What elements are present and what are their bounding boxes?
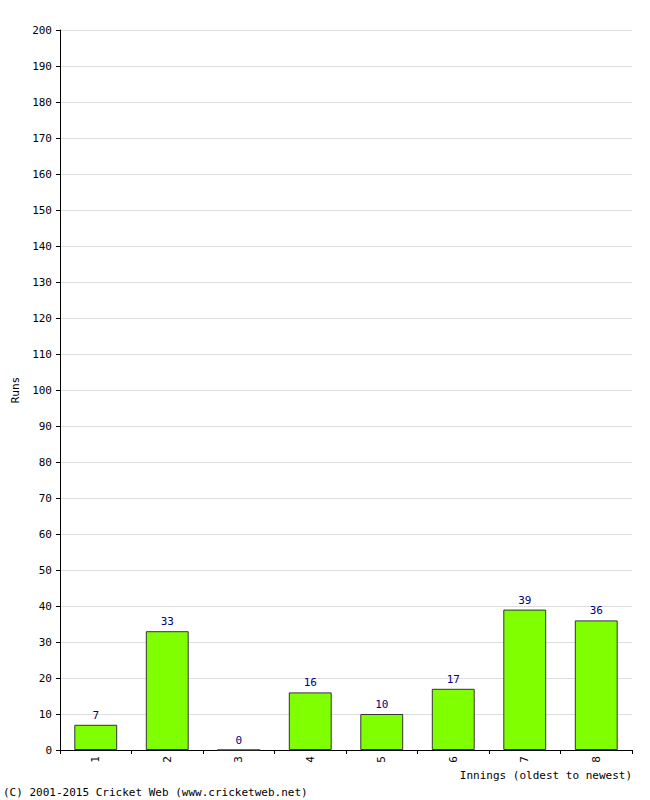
svg-text:50: 50 [39, 564, 52, 577]
svg-text:7: 7 [518, 756, 531, 763]
svg-text:80: 80 [39, 456, 52, 469]
svg-text:6: 6 [447, 756, 460, 763]
svg-text:30: 30 [39, 636, 52, 649]
svg-text:5: 5 [375, 756, 388, 763]
svg-text:4: 4 [304, 756, 317, 763]
svg-text:120: 120 [32, 312, 52, 325]
svg-text:(C) 2001-2015 Cricket Web (www: (C) 2001-2015 Cricket Web (www.cricketwe… [3, 786, 308, 799]
svg-text:190: 190 [32, 60, 52, 73]
svg-text:60: 60 [39, 528, 52, 541]
svg-text:200: 200 [32, 24, 52, 37]
svg-text:10: 10 [39, 708, 52, 721]
svg-text:110: 110 [32, 348, 52, 361]
svg-text:Innings (oldest to newest): Innings (oldest to newest) [460, 769, 632, 782]
svg-text:33: 33 [161, 615, 174, 628]
svg-text:90: 90 [39, 420, 52, 433]
svg-text:130: 130 [32, 276, 52, 289]
svg-text:0: 0 [45, 744, 52, 757]
svg-text:180: 180 [32, 96, 52, 109]
svg-text:16: 16 [304, 676, 317, 689]
svg-text:0: 0 [235, 734, 242, 747]
svg-text:140: 140 [32, 240, 52, 253]
svg-text:70: 70 [39, 492, 52, 505]
svg-text:7: 7 [92, 709, 99, 722]
svg-text:3: 3 [232, 756, 245, 763]
svg-text:8: 8 [590, 756, 603, 763]
svg-text:20: 20 [39, 672, 52, 685]
svg-text:10: 10 [375, 698, 388, 711]
svg-text:2: 2 [161, 756, 174, 763]
svg-text:39: 39 [518, 594, 531, 607]
svg-text:100: 100 [32, 384, 52, 397]
svg-text:1: 1 [89, 756, 102, 763]
svg-text:17: 17 [447, 673, 460, 686]
svg-text:36: 36 [590, 604, 603, 617]
svg-text:Runs: Runs [9, 377, 22, 404]
svg-text:40: 40 [39, 600, 52, 613]
svg-text:150: 150 [32, 204, 52, 217]
svg-text:160: 160 [32, 168, 52, 181]
svg-text:170: 170 [32, 132, 52, 145]
